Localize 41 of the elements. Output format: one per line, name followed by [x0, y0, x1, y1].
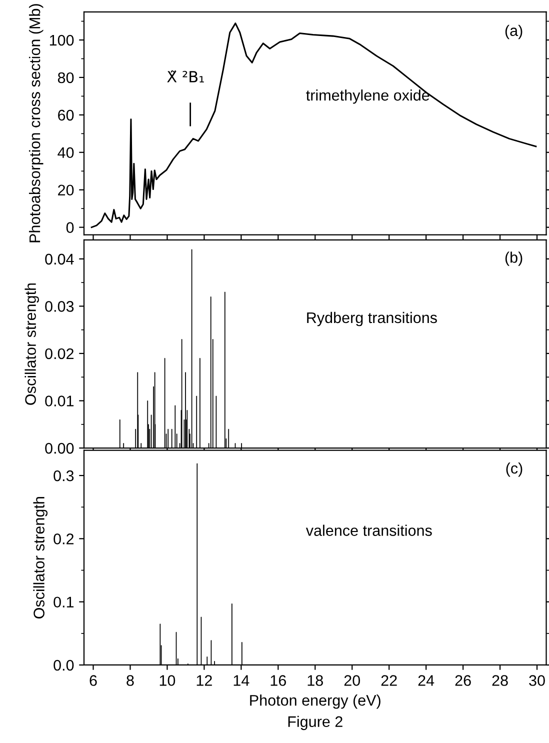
annotation: valence transitions: [306, 524, 432, 536]
annotation: (a): [505, 24, 522, 40]
x-tick-label: 12: [196, 675, 212, 686]
x-tick-label: 6: [90, 675, 97, 686]
annotation: Rydberg transitions: [307, 312, 437, 326]
x-tick-label: 20: [344, 675, 360, 686]
y-axis-title: Oscillator strength: [33, 497, 48, 618]
y-tick-label: 0.1: [54, 596, 74, 608]
x-axis-title: Photon energy (eV): [250, 694, 380, 709]
y-tick-label: 0.00: [45, 442, 74, 454]
y-tick-label: 100: [50, 34, 74, 46]
x-tick-label: 8: [126, 675, 134, 686]
y-tick-label: 0: [66, 222, 74, 233]
annotation: trimethylene oxide: [306, 89, 430, 104]
y-tick-label: 0.03: [45, 301, 74, 312]
annotation: (b): [505, 252, 522, 266]
y-tick-label: 0.02: [45, 348, 74, 360]
y-tick-label: 80: [58, 72, 74, 84]
y-axis-title: Photoabsorption cross section (Mb): [28, 4, 44, 242]
y-tick-label: 0.01: [45, 396, 74, 406]
caption: Figure 2: [288, 716, 342, 730]
y-tick-label: 0.04: [45, 254, 74, 265]
x-tick-label: 14: [234, 675, 250, 686]
annotation: X̃ ²B₁: [167, 70, 204, 82]
annotation: (c): [506, 462, 522, 477]
x-tick-label: 10: [160, 675, 176, 686]
x-tick-label: 30: [529, 675, 545, 686]
x-tick-label: 16: [270, 675, 286, 686]
y-tick-label: 0.0: [54, 660, 74, 671]
x-tick-label: 22: [381, 675, 397, 686]
y-tick-label: 60: [58, 110, 74, 121]
y-tick-label: 0.3: [54, 470, 74, 482]
line-series: [90, 22, 537, 228]
x-tick-label: 18: [308, 675, 323, 686]
y-tick-label: 0.2: [54, 534, 74, 544]
y-axis-title: Oscillator strength: [24, 283, 39, 405]
y-tick-label: 40: [58, 147, 74, 158]
x-tick-label: 26: [455, 675, 471, 686]
x-tick-label: 28: [492, 675, 508, 686]
y-tick-label: 20: [58, 184, 74, 196]
x-tick-label: 24: [418, 675, 434, 686]
